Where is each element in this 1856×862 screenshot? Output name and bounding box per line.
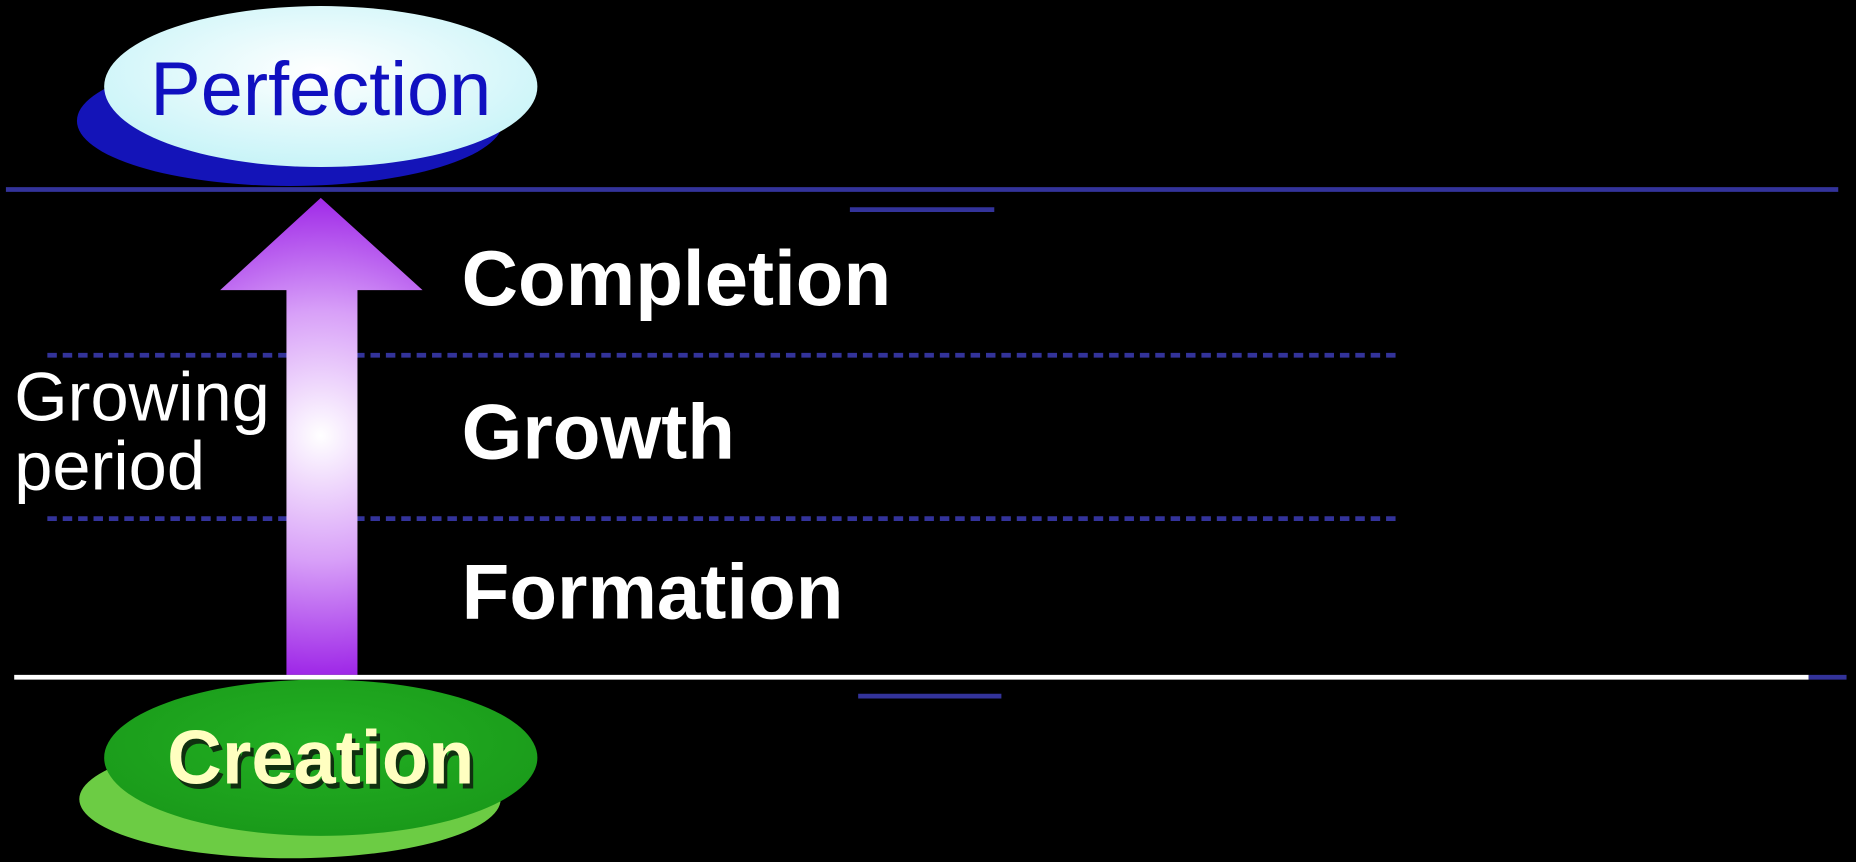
perfection-label: Perfection (150, 47, 491, 132)
creation-label-shadow: Creation (171, 720, 478, 805)
stage-label: Formation (462, 548, 844, 636)
side-label: period (14, 427, 205, 504)
stage-label: Growth (462, 388, 735, 476)
creation-label: Creation (167, 716, 474, 801)
creation-ellipse (104, 679, 538, 836)
side-label: Growing (14, 359, 270, 436)
growth-arrow (220, 197, 423, 675)
stage-label: Completion (462, 234, 892, 322)
perfection-ellipse (104, 6, 538, 168)
